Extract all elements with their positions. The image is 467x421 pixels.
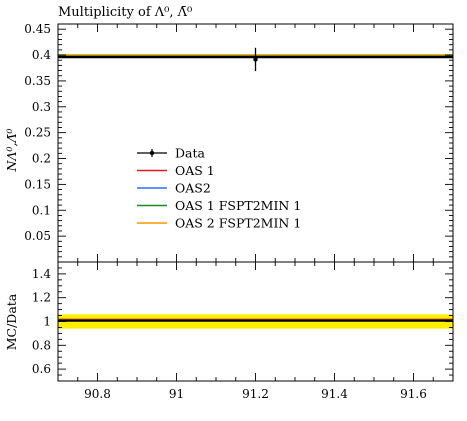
y-tick-label: 0.05	[24, 229, 51, 243]
x-tick-label: 91.4	[321, 387, 348, 401]
y-tick-label: 0.3	[32, 100, 51, 114]
y-axis-label: NΛ⁰,Λ̄⁰	[4, 129, 19, 173]
ratio-plot-panel: 0.6 0.8 1 1.2 1.4 90.8 91 91.2 91.4 91.6	[32, 261, 454, 401]
y-tick-label: 0.45	[24, 22, 51, 36]
y-tick-label: 0.15	[24, 177, 51, 191]
y-tick-label: 0.2	[32, 152, 51, 166]
ratio-y-tick-label: 0.8	[32, 338, 51, 352]
y-tick-label: 0.1	[32, 203, 51, 217]
legend-label: OAS2	[175, 181, 211, 196]
legend-entry: Data	[137, 146, 205, 161]
legend-label: OAS 1	[175, 163, 215, 178]
legend: Data OAS 1 OAS2 OAS 1 FSPT2MIN 1 OAS 2 FSPT2…	[137, 146, 301, 231]
legend-entry: OAS2	[137, 181, 211, 196]
x-tick-label: 91.6	[400, 387, 427, 401]
ratio-y-axis-label: MC/Data	[4, 293, 19, 350]
x-tick-label: 91.2	[242, 387, 269, 401]
legend-label: OAS 1 FSPT2MIN 1	[175, 198, 301, 213]
y-tick-label: 0.4	[32, 48, 51, 62]
main-plot-panel: 0.05 0.1 0.15 0.2 0.25 0.3 0.35 0.4 0.45	[24, 22, 454, 263]
x-tick-label: 91	[169, 387, 184, 401]
ratio-y-tick-label: 1.4	[32, 267, 51, 281]
chart-title: Multiplicity of Λ⁰, Λ̄⁰	[58, 5, 192, 20]
x-tick-label: 90.8	[84, 387, 111, 401]
legend-entry: OAS 1	[137, 163, 215, 178]
ratio-y-tick-label: 1.2	[32, 291, 51, 305]
legend-data-marker	[149, 150, 155, 156]
legend-label: OAS 2 FSPT2MIN 1	[175, 216, 301, 231]
legend-entry: OAS 2 FSPT2MIN 1	[137, 216, 301, 231]
ratio-y-tick-label: 1	[43, 315, 51, 329]
y-tick-label: 0.25	[24, 126, 51, 140]
legend-entry: OAS 1 FSPT2MIN 1	[137, 198, 301, 213]
y-tick-label: 0.35	[24, 74, 51, 88]
ratio-y-tick-label: 0.6	[32, 362, 51, 376]
legend-label: Data	[175, 146, 205, 161]
data-point	[253, 57, 258, 62]
